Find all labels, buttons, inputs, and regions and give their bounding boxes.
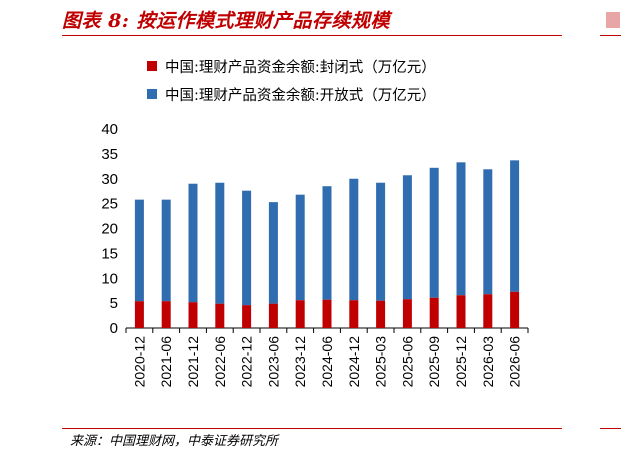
y-tick-label: 35 <box>101 146 118 163</box>
bar-open <box>349 178 359 301</box>
x-tick-label: 2026-06 <box>507 336 523 388</box>
legend-label-closed: 中国:理财产品资金余额:封闭式（万亿元） <box>165 60 436 76</box>
y-tick-label: 25 <box>101 196 118 213</box>
title-divider <box>62 35 562 36</box>
x-tick-label: 2021-06 <box>158 336 174 388</box>
x-tick-label: 2021-12 <box>185 336 201 388</box>
bar-open <box>215 182 225 304</box>
bar-closed <box>402 299 412 328</box>
bar-closed <box>322 299 332 328</box>
bar-closed <box>510 291 520 328</box>
x-tick-label: 2020-12 <box>131 336 147 388</box>
legend-item-closed: 中国:理财产品资金余额:封闭式（万亿元） <box>147 56 436 77</box>
chart-title: 图表 8: 按运作模式理财产品存续规模 <box>62 10 390 32</box>
x-tick-label: 2024-06 <box>319 336 335 388</box>
adjacent-footer-divider <box>600 428 621 429</box>
bar-open <box>510 160 520 292</box>
bar-open <box>456 162 466 296</box>
bar-closed <box>349 300 359 328</box>
bar-closed <box>134 301 144 328</box>
bar-open <box>188 183 198 303</box>
bar-closed <box>456 295 466 328</box>
y-tick-label: 15 <box>101 245 118 262</box>
x-tick-label: 2025-03 <box>373 336 389 388</box>
bar-closed <box>295 300 305 328</box>
bar-closed <box>215 303 225 328</box>
legend-label-open: 中国:理财产品资金余额:开放式（万亿元） <box>165 88 436 104</box>
source-note: 来源：中国理财网，中泰证券研究所 <box>70 434 279 449</box>
bar-open <box>242 190 252 306</box>
y-tick-label: 40 <box>101 121 118 138</box>
bar-closed <box>268 303 278 328</box>
bar-open <box>295 194 305 301</box>
legend-swatch-open <box>147 89 157 99</box>
bar-open <box>268 202 278 304</box>
bar-closed <box>376 300 386 328</box>
x-tick-label: 2024-12 <box>346 336 362 388</box>
x-tick-label: 2025-09 <box>426 336 442 388</box>
footer-divider <box>62 428 562 429</box>
bar-closed <box>188 302 198 328</box>
x-tick-label: 2022-06 <box>212 336 228 388</box>
bar-open <box>483 169 493 295</box>
x-tick-label: 2023-06 <box>265 336 281 388</box>
bar-open <box>429 167 439 298</box>
bar-open <box>322 186 332 300</box>
x-tick-label: 2023-12 <box>292 336 308 388</box>
bar-closed <box>242 305 252 328</box>
x-tick-label: 2022-12 <box>239 336 255 388</box>
y-tick-label: 5 <box>110 295 118 312</box>
x-tick-label: 2025-12 <box>453 336 469 388</box>
bar-open <box>161 199 171 302</box>
adjacent-page-fragment <box>606 12 620 28</box>
legend-swatch-closed <box>147 61 157 71</box>
bar-closed <box>483 294 493 328</box>
bar-open <box>376 182 386 301</box>
adjacent-divider <box>600 35 621 36</box>
y-tick-label: 10 <box>101 270 118 287</box>
y-tick-label: 20 <box>101 221 118 238</box>
x-tick-label: 2026-03 <box>480 336 496 388</box>
y-tick-label: 30 <box>101 171 118 188</box>
y-tick-label: 0 <box>110 320 118 337</box>
bar-closed <box>161 301 171 328</box>
bar-closed <box>429 297 439 328</box>
bar-open <box>134 199 144 302</box>
legend-item-open: 中国:理财产品资金余额:开放式（万亿元） <box>147 84 436 105</box>
x-tick-label: 2025-06 <box>399 336 415 388</box>
bar-open <box>402 175 412 300</box>
